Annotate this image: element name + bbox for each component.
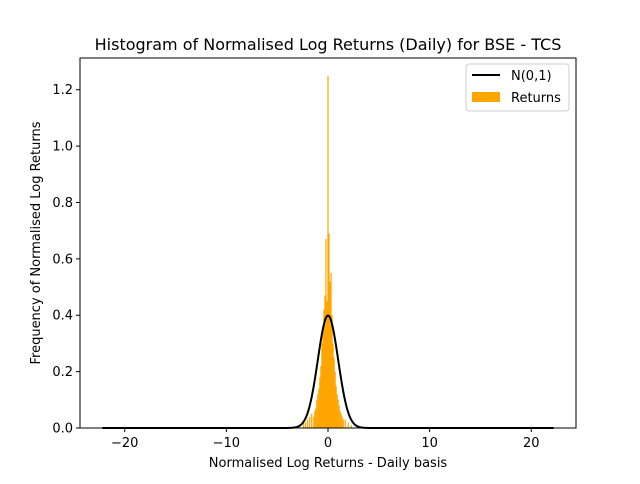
y-axis-label: Frequency of Normalised Log Returns: [29, 121, 44, 364]
histogram-bar: [329, 281, 331, 428]
legend-label-returns: Returns: [511, 91, 561, 106]
histogram-bar: [340, 413, 342, 428]
y-tick-label: 1.0: [52, 140, 73, 155]
histogram-bar: [309, 416, 311, 428]
x-tick-label: 10: [421, 436, 438, 451]
histogram-bar: [337, 399, 339, 428]
histogram-bar: [314, 411, 316, 428]
histogram-bar: [316, 399, 318, 428]
y-tick-label: 0.0: [52, 422, 73, 437]
legend-patch-swatch: [472, 92, 500, 102]
x-tick-label: 0: [324, 436, 332, 451]
histogram-bar: [317, 394, 319, 428]
histogram-bar: [341, 416, 343, 428]
histogram-bar: [318, 388, 320, 428]
legend-label-normal: N(0,1): [511, 69, 552, 84]
histogram-bar: [350, 425, 352, 428]
chart-title: Histogram of Normalised Log Returns (Dai…: [95, 35, 562, 54]
histogram-bar: [322, 329, 324, 428]
y-tick-label: 1.2: [52, 83, 73, 98]
histogram-bar: [347, 422, 349, 428]
histogram-bar: [305, 422, 307, 428]
x-tick-label: −20: [111, 436, 138, 451]
histogram-bar: [319, 377, 321, 428]
x-axis-ticks: −20 −10 0 10 20: [111, 428, 540, 451]
histogram-bar: [323, 309, 325, 428]
histogram-bar: [324, 295, 326, 428]
histogram-bar: [313, 416, 315, 428]
y-axis-ticks: 0.0 0.2 0.4 0.6 0.8 1.0 1.2: [52, 83, 80, 437]
histogram-bar: [328, 233, 330, 428]
histogram-bar: [330, 272, 332, 428]
x-axis-label: Normalised Log Returns - Daily basis: [209, 456, 448, 471]
y-tick-label: 0.6: [52, 252, 73, 267]
x-tick-label: −10: [213, 436, 240, 451]
histogram-bar: [307, 419, 309, 428]
histogram-bar: [327, 75, 329, 428]
histogram-bars: [303, 75, 352, 428]
histogram-bar: [320, 365, 322, 428]
histogram-bar: [338, 405, 340, 428]
histogram-bar: [332, 343, 334, 428]
histogram-bar: [331, 315, 333, 428]
x-tick-label: 20: [523, 436, 540, 451]
y-tick-label: 0.4: [52, 309, 73, 324]
y-tick-label: 0.8: [52, 196, 73, 211]
y-tick-label: 0.2: [52, 365, 73, 380]
histogram-bar: [339, 411, 341, 428]
histogram-bar: [344, 419, 346, 428]
histogram-bar: [334, 371, 336, 428]
histogram-bar: [336, 394, 338, 428]
histogram-bar: [335, 385, 337, 428]
histogram-bar: [333, 357, 335, 428]
histogram-bar: [311, 413, 313, 428]
histogram-bar: [315, 408, 317, 428]
histogram-bar: [326, 301, 328, 428]
histogram-bar: [303, 422, 305, 428]
histogram-bar: [321, 343, 323, 428]
legend: N(0,1) Returns: [465, 63, 570, 112]
histogram-bar: [325, 239, 327, 428]
histogram-bar: [342, 419, 344, 428]
